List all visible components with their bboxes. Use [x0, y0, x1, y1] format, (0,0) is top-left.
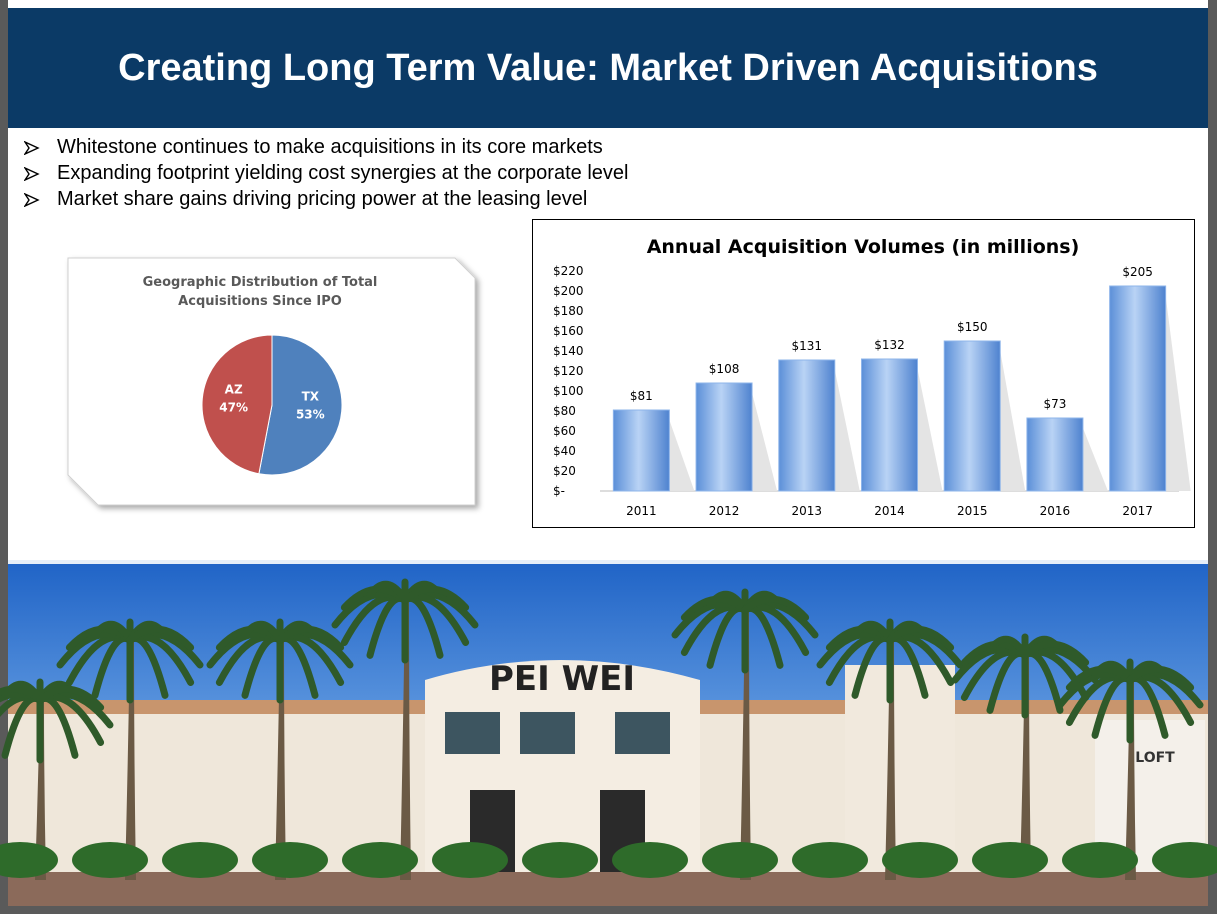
shrub: [342, 842, 418, 878]
x-tick-label: 2015: [957, 504, 988, 518]
pie-slice: [258, 334, 343, 476]
shrub: [1062, 842, 1138, 878]
x-tick-label: 2016: [1040, 504, 1071, 518]
bar-shadow: [917, 369, 943, 491]
bar: [861, 358, 918, 492]
bar: [1026, 417, 1084, 492]
y-tick-label: $180: [553, 304, 584, 318]
slice-category: AZ: [225, 382, 243, 396]
window: [445, 712, 500, 754]
value-label: $205: [1122, 265, 1153, 279]
x-tick-label: 2013: [792, 504, 823, 518]
bullet-arrow: [24, 141, 40, 155]
shrub: [72, 842, 148, 878]
bar: [778, 359, 836, 492]
value-label: $73: [1043, 397, 1066, 411]
value-label: $150: [957, 320, 988, 334]
y-tick-label: $220: [553, 264, 584, 278]
y-tick-label: $200: [553, 284, 584, 298]
y-tick-label: $120: [553, 364, 584, 378]
bullet-arrow: [24, 193, 40, 207]
y-tick-label: $140: [553, 344, 584, 358]
value-label: $132: [874, 338, 905, 352]
palm-frond: [36, 685, 105, 711]
x-tick-label: 2014: [874, 504, 905, 518]
shrub: [792, 842, 868, 878]
palm-frond: [276, 625, 345, 651]
window: [520, 712, 575, 754]
y-tick-label: $40: [553, 444, 576, 458]
x-tick-label: 2017: [1122, 504, 1153, 518]
bullet: Whitestone continues to make acquisition…: [22, 134, 628, 160]
shrub: [702, 842, 778, 878]
slice-category: TX: [302, 390, 320, 404]
shrub: [162, 842, 238, 878]
pie-slice: [201, 334, 273, 475]
bullet-text: Expanding footprint yielding cost synerg…: [57, 162, 629, 184]
palm-frond: [886, 625, 955, 651]
palm-frond: [1021, 640, 1090, 666]
bar-shadow: [1000, 351, 1026, 491]
bar: [943, 340, 1001, 492]
slide-title: Creating Long Term Value: Market Driven …: [8, 8, 1208, 128]
ground: [8, 872, 1208, 906]
value-label: $81: [630, 389, 653, 403]
bar-shadow: [752, 393, 778, 491]
window: [615, 712, 670, 754]
y-tick-label: $100: [553, 384, 584, 398]
palm-trunk: [740, 610, 751, 880]
shrub: [522, 842, 598, 878]
bar-shadow: [1165, 296, 1191, 491]
bullet-arrow: [24, 167, 40, 181]
palm-frond: [741, 595, 810, 621]
value-label: $131: [792, 339, 823, 353]
value-label: $108: [709, 362, 740, 376]
bullet: Expanding footprint yielding cost synerg…: [22, 160, 628, 186]
slice-label: 53%: [296, 408, 325, 422]
bar: [695, 382, 753, 492]
pie-title: Geographic Distribution of Total Acquisi…: [142, 275, 378, 309]
bar: [1109, 285, 1167, 492]
sign-text: LOFT: [1135, 750, 1175, 766]
shrub: [432, 842, 508, 878]
photo: PEI WEI LOFT: [0, 560, 1217, 906]
chart-title: Annual Acquisition Volumes (in millions): [647, 236, 1080, 258]
shrub: [972, 842, 1048, 878]
y-tick-label: $60: [553, 424, 576, 438]
shrub: [1152, 842, 1217, 878]
bullet: Market share gains driving pricing power…: [22, 186, 628, 212]
y-tick-label: $-: [553, 484, 565, 498]
x-tick-label: 2011: [626, 504, 657, 518]
slice-label: 47%: [219, 400, 248, 414]
sign-text: PEI WEI: [489, 659, 635, 699]
palm-frond: [401, 585, 470, 611]
bullet-text: Whitestone continues to make acquisition…: [57, 136, 603, 158]
x-tick-label: 2012: [709, 504, 740, 518]
bar: [612, 409, 670, 492]
bar-shadow: [669, 420, 695, 491]
y-tick-label: $160: [553, 324, 584, 338]
palm-frond: [126, 625, 195, 651]
palm-frond: [1126, 665, 1195, 691]
bullet-text: Market share gains driving pricing power…: [57, 188, 588, 210]
y-tick-label: $20: [553, 464, 576, 478]
shrub: [0, 842, 58, 878]
bullet-list: Whitestone continues to make acquisition…: [22, 134, 628, 212]
bar-shadow: [834, 370, 860, 491]
shrub: [882, 842, 958, 878]
palm-trunk: [400, 600, 411, 880]
y-tick-label: $80: [553, 404, 576, 418]
shrub: [252, 842, 328, 878]
shrub: [612, 842, 688, 878]
bar-shadow: [1082, 428, 1108, 491]
